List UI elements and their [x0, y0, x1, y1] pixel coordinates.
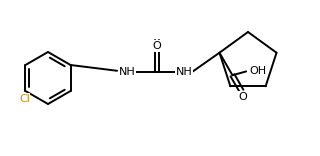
Text: O: O	[153, 41, 161, 51]
Text: NH: NH	[119, 67, 135, 77]
Text: OH: OH	[250, 66, 267, 76]
Text: Cl: Cl	[19, 94, 30, 104]
Text: NH: NH	[176, 67, 192, 77]
Text: O: O	[238, 92, 247, 102]
